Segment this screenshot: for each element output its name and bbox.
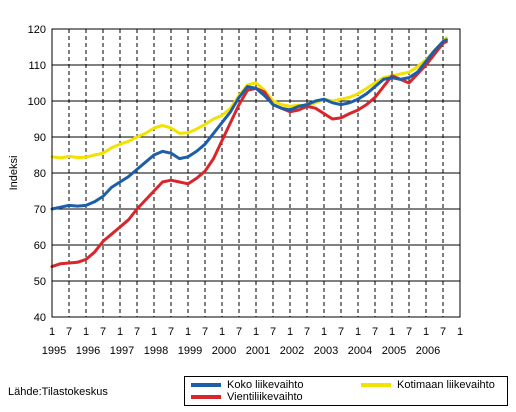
- x-tick-label-month: 1: [49, 326, 55, 338]
- x-tick-label-year: 1999: [178, 345, 202, 357]
- plot-frame: [51, 28, 461, 318]
- x-tick-label-year: 1998: [144, 345, 168, 357]
- y-tick-label: 120: [28, 24, 46, 36]
- x-tick-label-month: 1: [389, 326, 395, 338]
- x-tick-label-month: 7: [168, 326, 174, 338]
- x-tick-label-year: 2002: [280, 345, 304, 357]
- x-tick-label-month: 7: [440, 326, 446, 338]
- x-tick-label-year: 2005: [382, 345, 406, 357]
- legend-label-vienti: Vientiliikevaihto: [227, 391, 303, 403]
- x-tick-label-month: 7: [236, 326, 242, 338]
- y-axis-title: Indeksi: [8, 156, 20, 191]
- x-tick-label-month: 7: [202, 326, 208, 338]
- x-tick-label-month: 1: [457, 326, 463, 338]
- y-tick-label: 40: [34, 312, 46, 324]
- x-tick-label-month: 1: [83, 326, 89, 338]
- x-tick-label-month: 7: [66, 326, 72, 338]
- x-tick-label-month: 1: [117, 326, 123, 338]
- y-tick-label: 110: [28, 60, 46, 72]
- y-tick-label: 50: [34, 276, 46, 288]
- y-tick-label: 60: [34, 240, 46, 252]
- x-tick-label-year: 2006: [416, 345, 440, 357]
- legend-label-koko: Koko liikevaihto: [227, 379, 304, 391]
- y-tick-label: 100: [28, 96, 46, 108]
- x-tick-label-year: 1996: [76, 345, 100, 357]
- legend: Koko liikevaihto Kotimaan liikevaihto Vi…: [184, 376, 508, 406]
- series-line-2: [50, 40, 448, 269]
- x-tick-label-month: 1: [423, 326, 429, 338]
- x-tick-label-month: 1: [219, 326, 225, 338]
- y-axis-ticks: 40 50 60 70 80 90 100 110 120: [28, 24, 46, 324]
- y-tick-label: 70: [34, 204, 46, 216]
- x-tick-label-month: 1: [321, 326, 327, 338]
- y-tick-label: 80: [34, 168, 46, 180]
- x-tick-label-month: 1: [355, 326, 361, 338]
- x-tick-label-month: 1: [185, 326, 191, 338]
- series-line-0: [50, 38, 448, 211]
- x-tick-label-year: 2004: [348, 345, 372, 357]
- x-tick-label-year: 1997: [110, 345, 134, 357]
- x-tick-label-month: 7: [372, 326, 378, 338]
- x-tick-label-month: 1: [151, 326, 157, 338]
- x-tick-label-month: 7: [406, 326, 412, 338]
- x-tick-label-month: 1: [253, 326, 259, 338]
- legend-swatch-vienti: [191, 395, 221, 399]
- x-tick-label-year: 2000: [212, 345, 236, 357]
- legend-item-koko: Koko liikevaihto: [191, 379, 303, 391]
- legend-item-kotimaan: Kotimaan liikevaihto: [361, 379, 495, 391]
- x-tick-label-month: 7: [304, 326, 310, 338]
- x-tick-label-month: 7: [100, 326, 106, 338]
- series-lines: [50, 36, 448, 269]
- x-tick-label-month: 7: [270, 326, 276, 338]
- legend-swatch-koko: [191, 383, 221, 387]
- legend-item-vienti: Vientiliikevaihto: [191, 391, 303, 403]
- series-line-1: [50, 36, 448, 160]
- x-tick-label-month: 1: [287, 326, 293, 338]
- x-tick-label-month: 7: [134, 326, 140, 338]
- legend-swatch-kotimaan: [361, 383, 391, 387]
- x-tick-label-month: 7: [338, 326, 344, 338]
- x-tick-label-year: 2001: [246, 345, 270, 357]
- source-note: Lähde:Tilastokeskus: [8, 386, 108, 398]
- x-tick-label-year: 2003: [314, 345, 338, 357]
- x-tick-label-year: 1995: [42, 345, 66, 357]
- legend-label-kotimaan: Kotimaan liikevaihto: [397, 379, 495, 391]
- y-tick-label: 90: [34, 132, 46, 144]
